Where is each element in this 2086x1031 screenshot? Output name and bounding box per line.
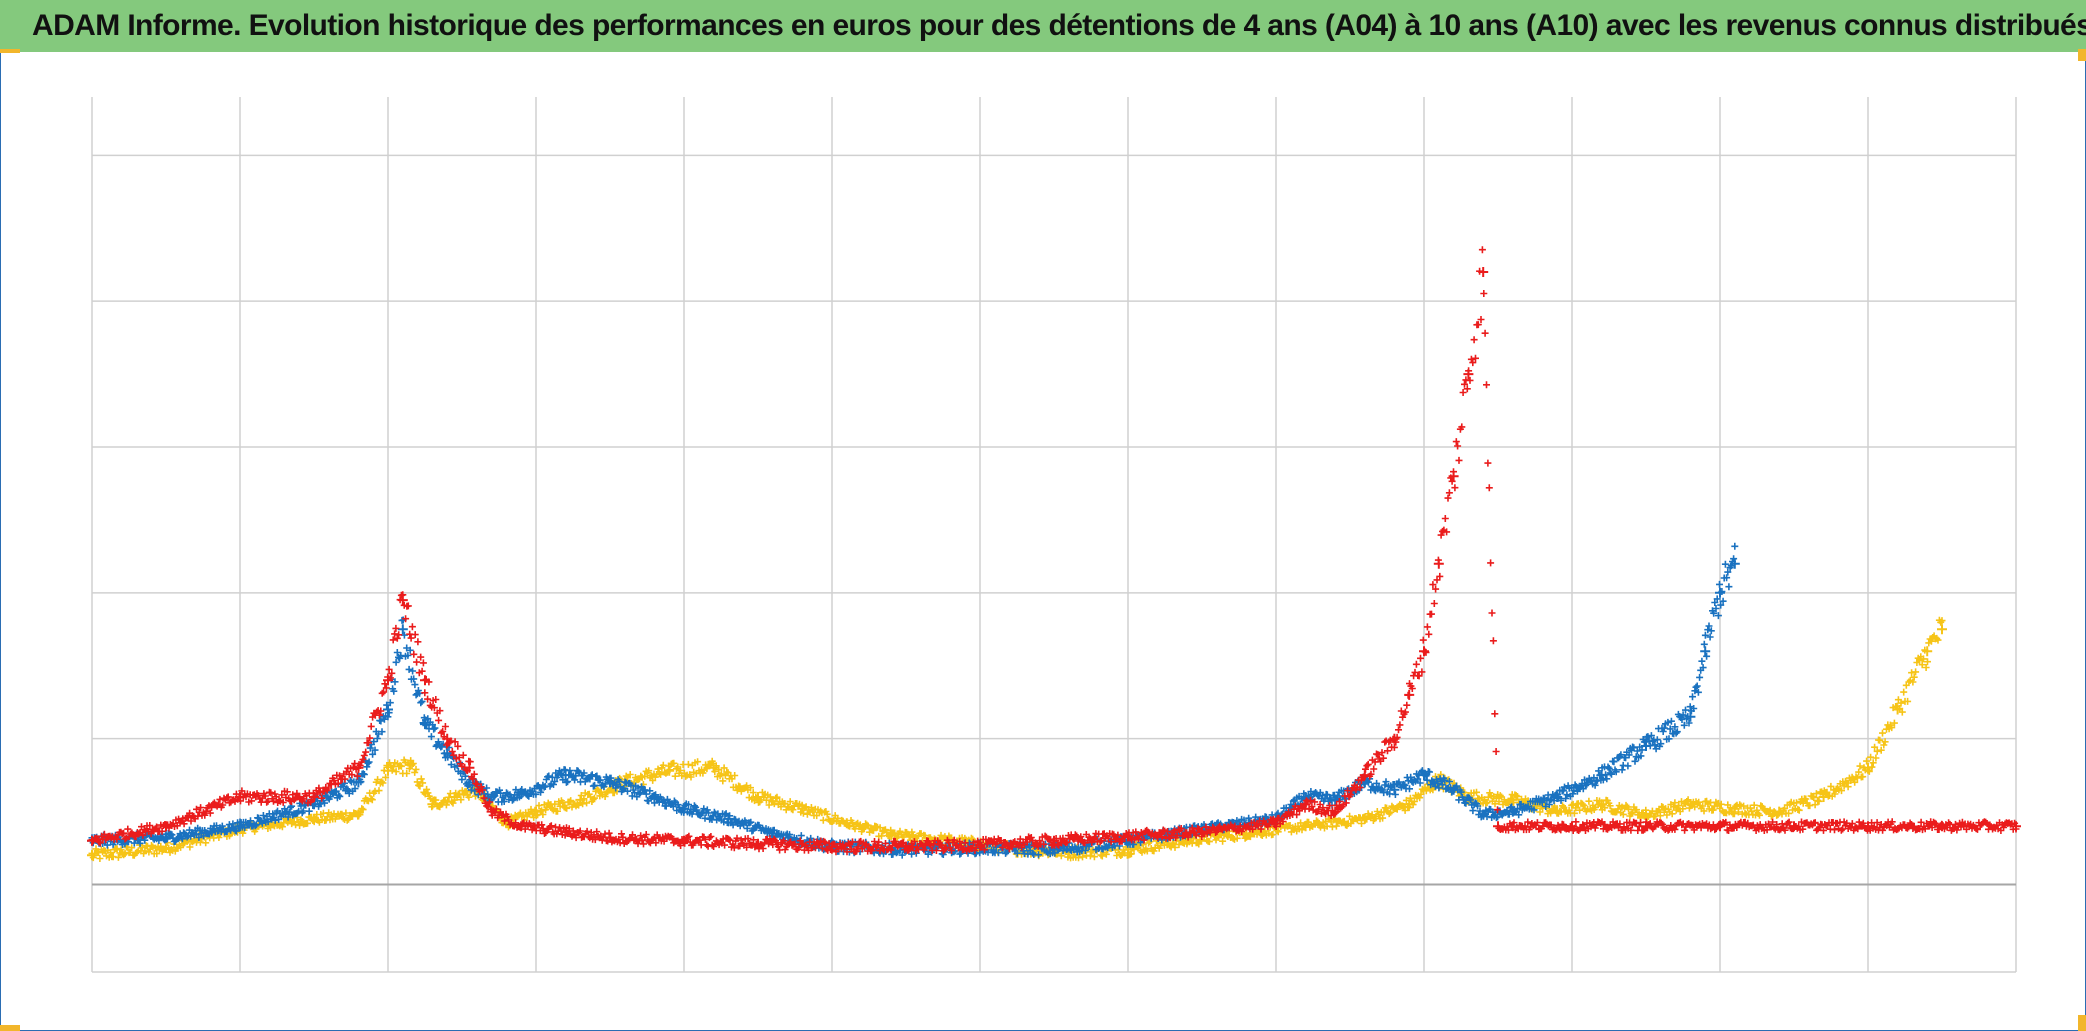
corner-mark-top-right: [2078, 49, 2086, 61]
series-2-dense-markers: [88, 246, 2020, 856]
corner-mark-bottom-left: [0, 1025, 20, 1031]
data-point: [397, 624, 408, 635]
title-bar: ADAM Informe. Evolution historique des p…: [0, 0, 2086, 52]
data-point: [1715, 587, 1725, 598]
corner-mark-bottom-right: [2078, 1015, 2086, 1031]
data-point: [1922, 646, 1933, 657]
series-1-markers: [87, 542, 1740, 859]
grid-lines: [91, 97, 2017, 973]
data-point: [1700, 646, 1711, 657]
data-series: [87, 246, 2021, 862]
series-1-dense-markers: [88, 542, 1739, 859]
data-point: [1937, 624, 1947, 635]
corner-mark-top-left: [0, 49, 20, 53]
series-2-markers: [87, 246, 2021, 856]
chart-title: ADAM Informe. Evolution historique des p…: [32, 9, 2086, 42]
